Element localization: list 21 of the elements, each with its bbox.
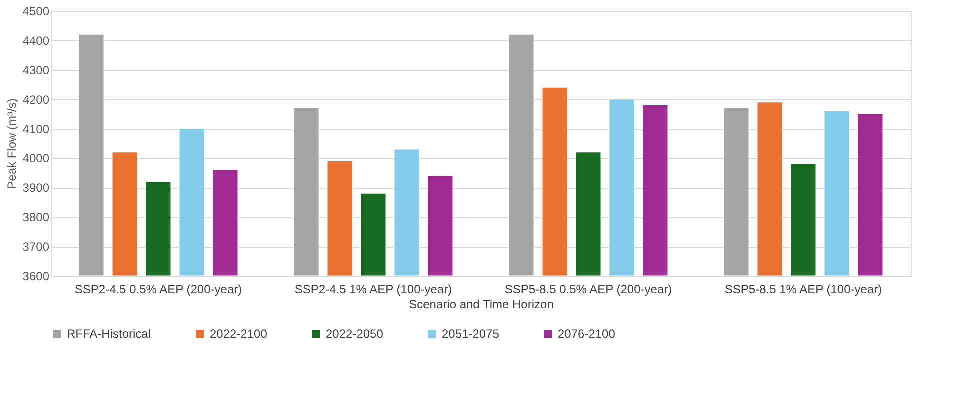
- y-tick-label: 4400: [22, 34, 50, 48]
- legend-label: 2022-2100: [210, 327, 268, 342]
- y-tick-label: 3700: [22, 240, 50, 254]
- y-tick-label: 3900: [22, 181, 50, 196]
- y-axis-title: Peak Flow (m³/s): [4, 98, 19, 190]
- x-axis-title: Scenario and Time Horizon: [409, 298, 554, 312]
- x-tick-label: SSP2-4.5 0.5% AEP (200-year): [74, 282, 242, 296]
- y-tick-label: 4000: [22, 152, 50, 166]
- y-tick-label: 3600: [22, 270, 50, 284]
- y-tick-label: 4300: [22, 63, 50, 78]
- y-tick-label: 3800: [22, 210, 50, 225]
- legend-label: RFFA-Historical: [67, 327, 152, 342]
- x-tick-label: SSP2-4.5 1% AEP (100-year): [294, 282, 452, 296]
- legend-label: 2051-2075: [442, 327, 500, 342]
- y-tick-label: 4500: [22, 4, 50, 18]
- y-tick-label: 4100: [22, 122, 50, 136]
- legend-label: 2022-2050: [326, 327, 384, 342]
- x-tick-label: SSP5-8.5 0.5% AEP (200-year): [504, 282, 672, 296]
- x-tick-label: SSP5-8.5 1% AEP (100-year): [724, 282, 882, 296]
- y-tick-label: 4200: [22, 92, 50, 107]
- legend-label: 2076-2100: [558, 327, 616, 342]
